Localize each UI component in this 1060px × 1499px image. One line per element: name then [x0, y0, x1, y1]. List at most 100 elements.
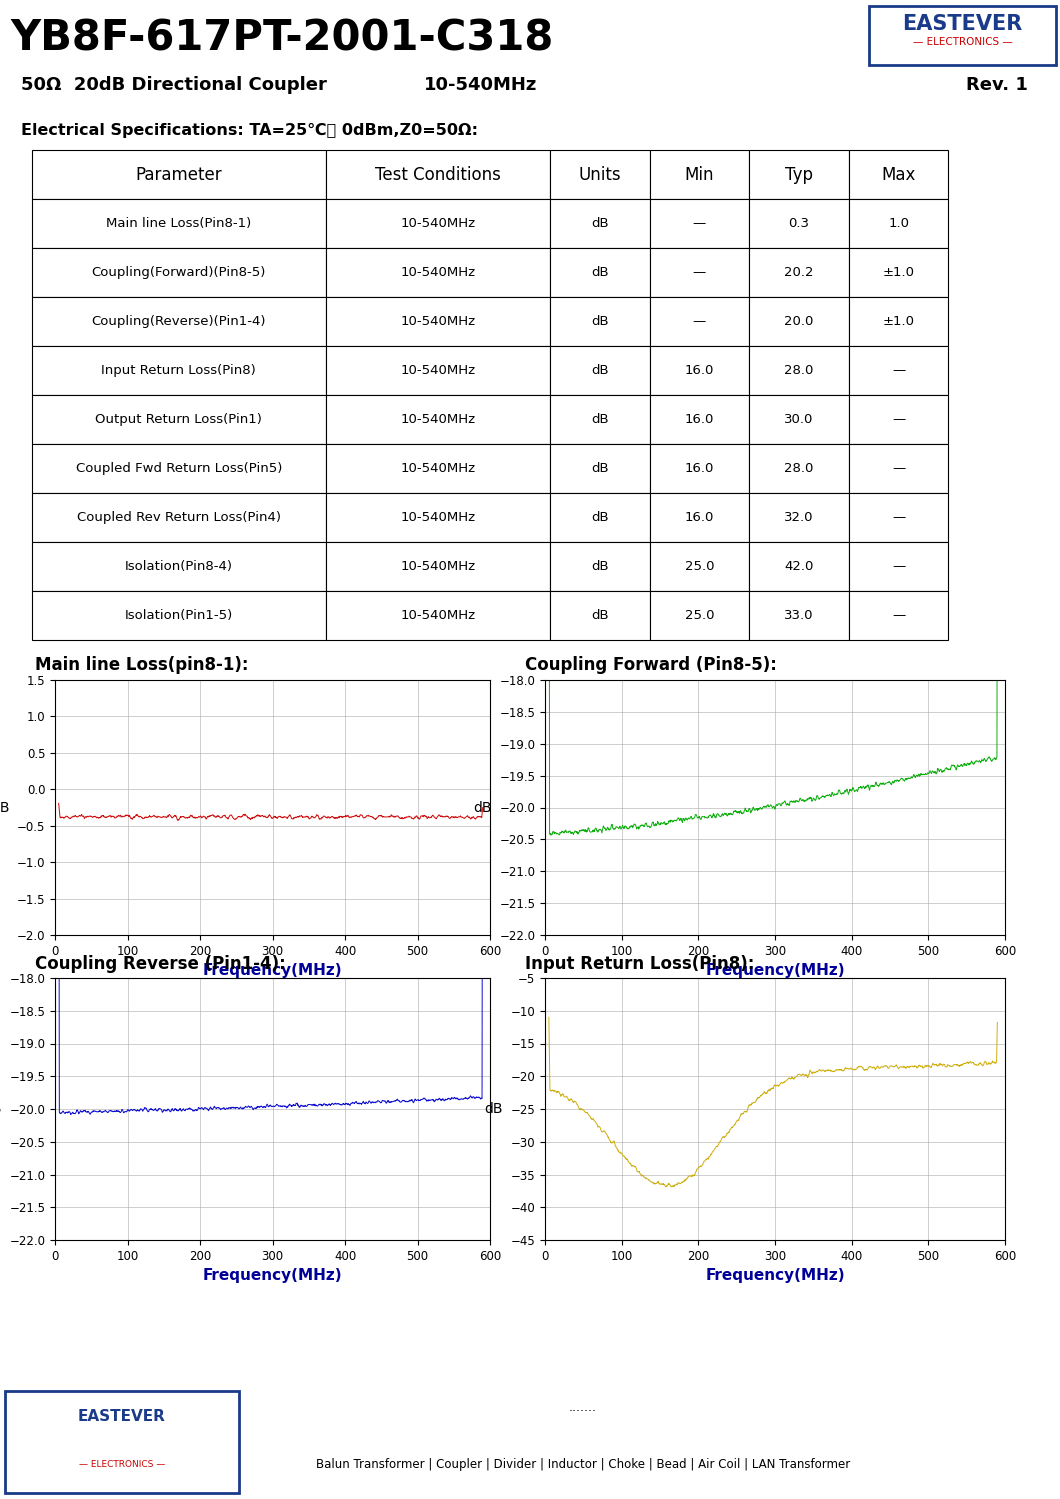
Text: Isolation(Pin8-4): Isolation(Pin8-4): [125, 561, 233, 573]
Text: — ELECTRONICS —: — ELECTRONICS —: [913, 37, 1012, 46]
Text: Min: Min: [685, 165, 714, 183]
Text: 10-540MHz: 10-540MHz: [401, 462, 475, 475]
Bar: [849, 297, 949, 346]
Text: 50Ω  20dB Directional Coupler: 50Ω 20dB Directional Coupler: [21, 76, 328, 94]
Text: Coupling Forward (Pin8-5):: Coupling Forward (Pin8-5):: [525, 655, 777, 673]
Bar: [869, 6, 1056, 64]
Bar: [550, 247, 650, 297]
Bar: [849, 150, 949, 199]
Text: Input Return Loss(Pin8):: Input Return Loss(Pin8):: [525, 955, 754, 973]
Text: —: —: [893, 609, 905, 622]
X-axis label: Frequency(MHz): Frequency(MHz): [202, 1268, 342, 1283]
Bar: [849, 396, 949, 444]
Bar: [749, 247, 849, 297]
Text: 10-540MHz: 10-540MHz: [401, 561, 475, 573]
Text: Test Conditions: Test Conditions: [375, 165, 500, 183]
Text: YB8F-617PT-2001-C318: YB8F-617PT-2001-C318: [11, 18, 554, 60]
Bar: [550, 444, 650, 493]
Text: —: —: [893, 561, 905, 573]
Text: 10-540MHz: 10-540MHz: [401, 511, 475, 525]
Bar: [32, 591, 325, 640]
Bar: [32, 346, 325, 396]
Bar: [550, 493, 650, 543]
Text: Output Return Loss(Pin1): Output Return Loss(Pin1): [95, 414, 262, 426]
Text: EASTEVER: EASTEVER: [78, 1409, 165, 1424]
Text: —: —: [693, 217, 706, 229]
Text: 20.2: 20.2: [784, 265, 814, 279]
Bar: [5, 1391, 238, 1493]
Text: 32.0: 32.0: [784, 511, 814, 525]
Bar: [849, 493, 949, 543]
Bar: [32, 543, 325, 591]
Text: 28.0: 28.0: [784, 364, 814, 378]
Text: dB: dB: [590, 364, 608, 378]
Y-axis label: dB: dB: [474, 800, 492, 814]
Bar: [32, 444, 325, 493]
Bar: [32, 150, 325, 199]
Bar: [550, 591, 650, 640]
Bar: [650, 346, 749, 396]
Bar: [325, 444, 550, 493]
Text: Rev. 1: Rev. 1: [967, 76, 1028, 94]
Text: 33.0: 33.0: [784, 609, 814, 622]
Bar: [749, 543, 849, 591]
Text: Units: Units: [579, 165, 621, 183]
Bar: [650, 297, 749, 346]
Text: Isolation(Pin1-5): Isolation(Pin1-5): [125, 609, 233, 622]
Text: 25.0: 25.0: [685, 561, 714, 573]
Bar: [749, 493, 849, 543]
Bar: [550, 199, 650, 247]
Bar: [650, 591, 749, 640]
Bar: [749, 591, 849, 640]
X-axis label: Frequency(MHz): Frequency(MHz): [202, 964, 342, 979]
Bar: [325, 247, 550, 297]
Text: Coupling Reverse (Pin1-4):: Coupling Reverse (Pin1-4):: [35, 955, 285, 973]
Bar: [32, 493, 325, 543]
Text: —: —: [893, 511, 905, 525]
Bar: [325, 346, 550, 396]
Bar: [849, 444, 949, 493]
Text: Coupling(Reverse)(Pin1-4): Coupling(Reverse)(Pin1-4): [91, 315, 266, 328]
Bar: [325, 199, 550, 247]
Text: dB: dB: [590, 265, 608, 279]
Bar: [550, 150, 650, 199]
Text: 42.0: 42.0: [784, 561, 814, 573]
Text: dB: dB: [590, 217, 608, 229]
Bar: [749, 150, 849, 199]
Text: EASTEVER: EASTEVER: [902, 13, 1023, 34]
Text: 16.0: 16.0: [685, 462, 714, 475]
Text: —: —: [893, 364, 905, 378]
Text: 1.0: 1.0: [888, 217, 909, 229]
Bar: [749, 199, 849, 247]
Text: Coupled Rev Return Loss(Pin4): Coupled Rev Return Loss(Pin4): [76, 511, 281, 525]
Text: Main line Loss(pin8-1):: Main line Loss(pin8-1):: [35, 655, 248, 673]
Text: 10-540MHz: 10-540MHz: [401, 217, 475, 229]
Bar: [32, 247, 325, 297]
Bar: [550, 346, 650, 396]
Y-axis label: dB: dB: [484, 1102, 504, 1115]
Text: 30.0: 30.0: [784, 414, 814, 426]
Bar: [650, 543, 749, 591]
Text: Coupling(Forward)(Pin8-5): Coupling(Forward)(Pin8-5): [91, 265, 266, 279]
Bar: [325, 591, 550, 640]
Text: 10-540MHz: 10-540MHz: [401, 315, 475, 328]
X-axis label: Frequency(MHz): Frequency(MHz): [705, 964, 845, 979]
Text: 10-540MHz: 10-540MHz: [401, 414, 475, 426]
Bar: [650, 396, 749, 444]
Bar: [650, 493, 749, 543]
Y-axis label: dB: dB: [0, 800, 10, 814]
Y-axis label: dB: dB: [0, 1102, 2, 1115]
Text: 10-540MHz: 10-540MHz: [401, 609, 475, 622]
Bar: [849, 199, 949, 247]
Text: Input Return Loss(Pin8): Input Return Loss(Pin8): [102, 364, 257, 378]
Text: 16.0: 16.0: [685, 364, 714, 378]
Text: Main line Loss(Pin8-1): Main line Loss(Pin8-1): [106, 217, 251, 229]
X-axis label: Frequency(MHz): Frequency(MHz): [705, 1268, 845, 1283]
Text: —: —: [893, 462, 905, 475]
Bar: [849, 346, 949, 396]
Text: Max: Max: [882, 165, 916, 183]
Text: dB: dB: [590, 609, 608, 622]
Bar: [325, 543, 550, 591]
Bar: [650, 150, 749, 199]
Text: — ELECTRONICS —: — ELECTRONICS —: [78, 1460, 165, 1469]
